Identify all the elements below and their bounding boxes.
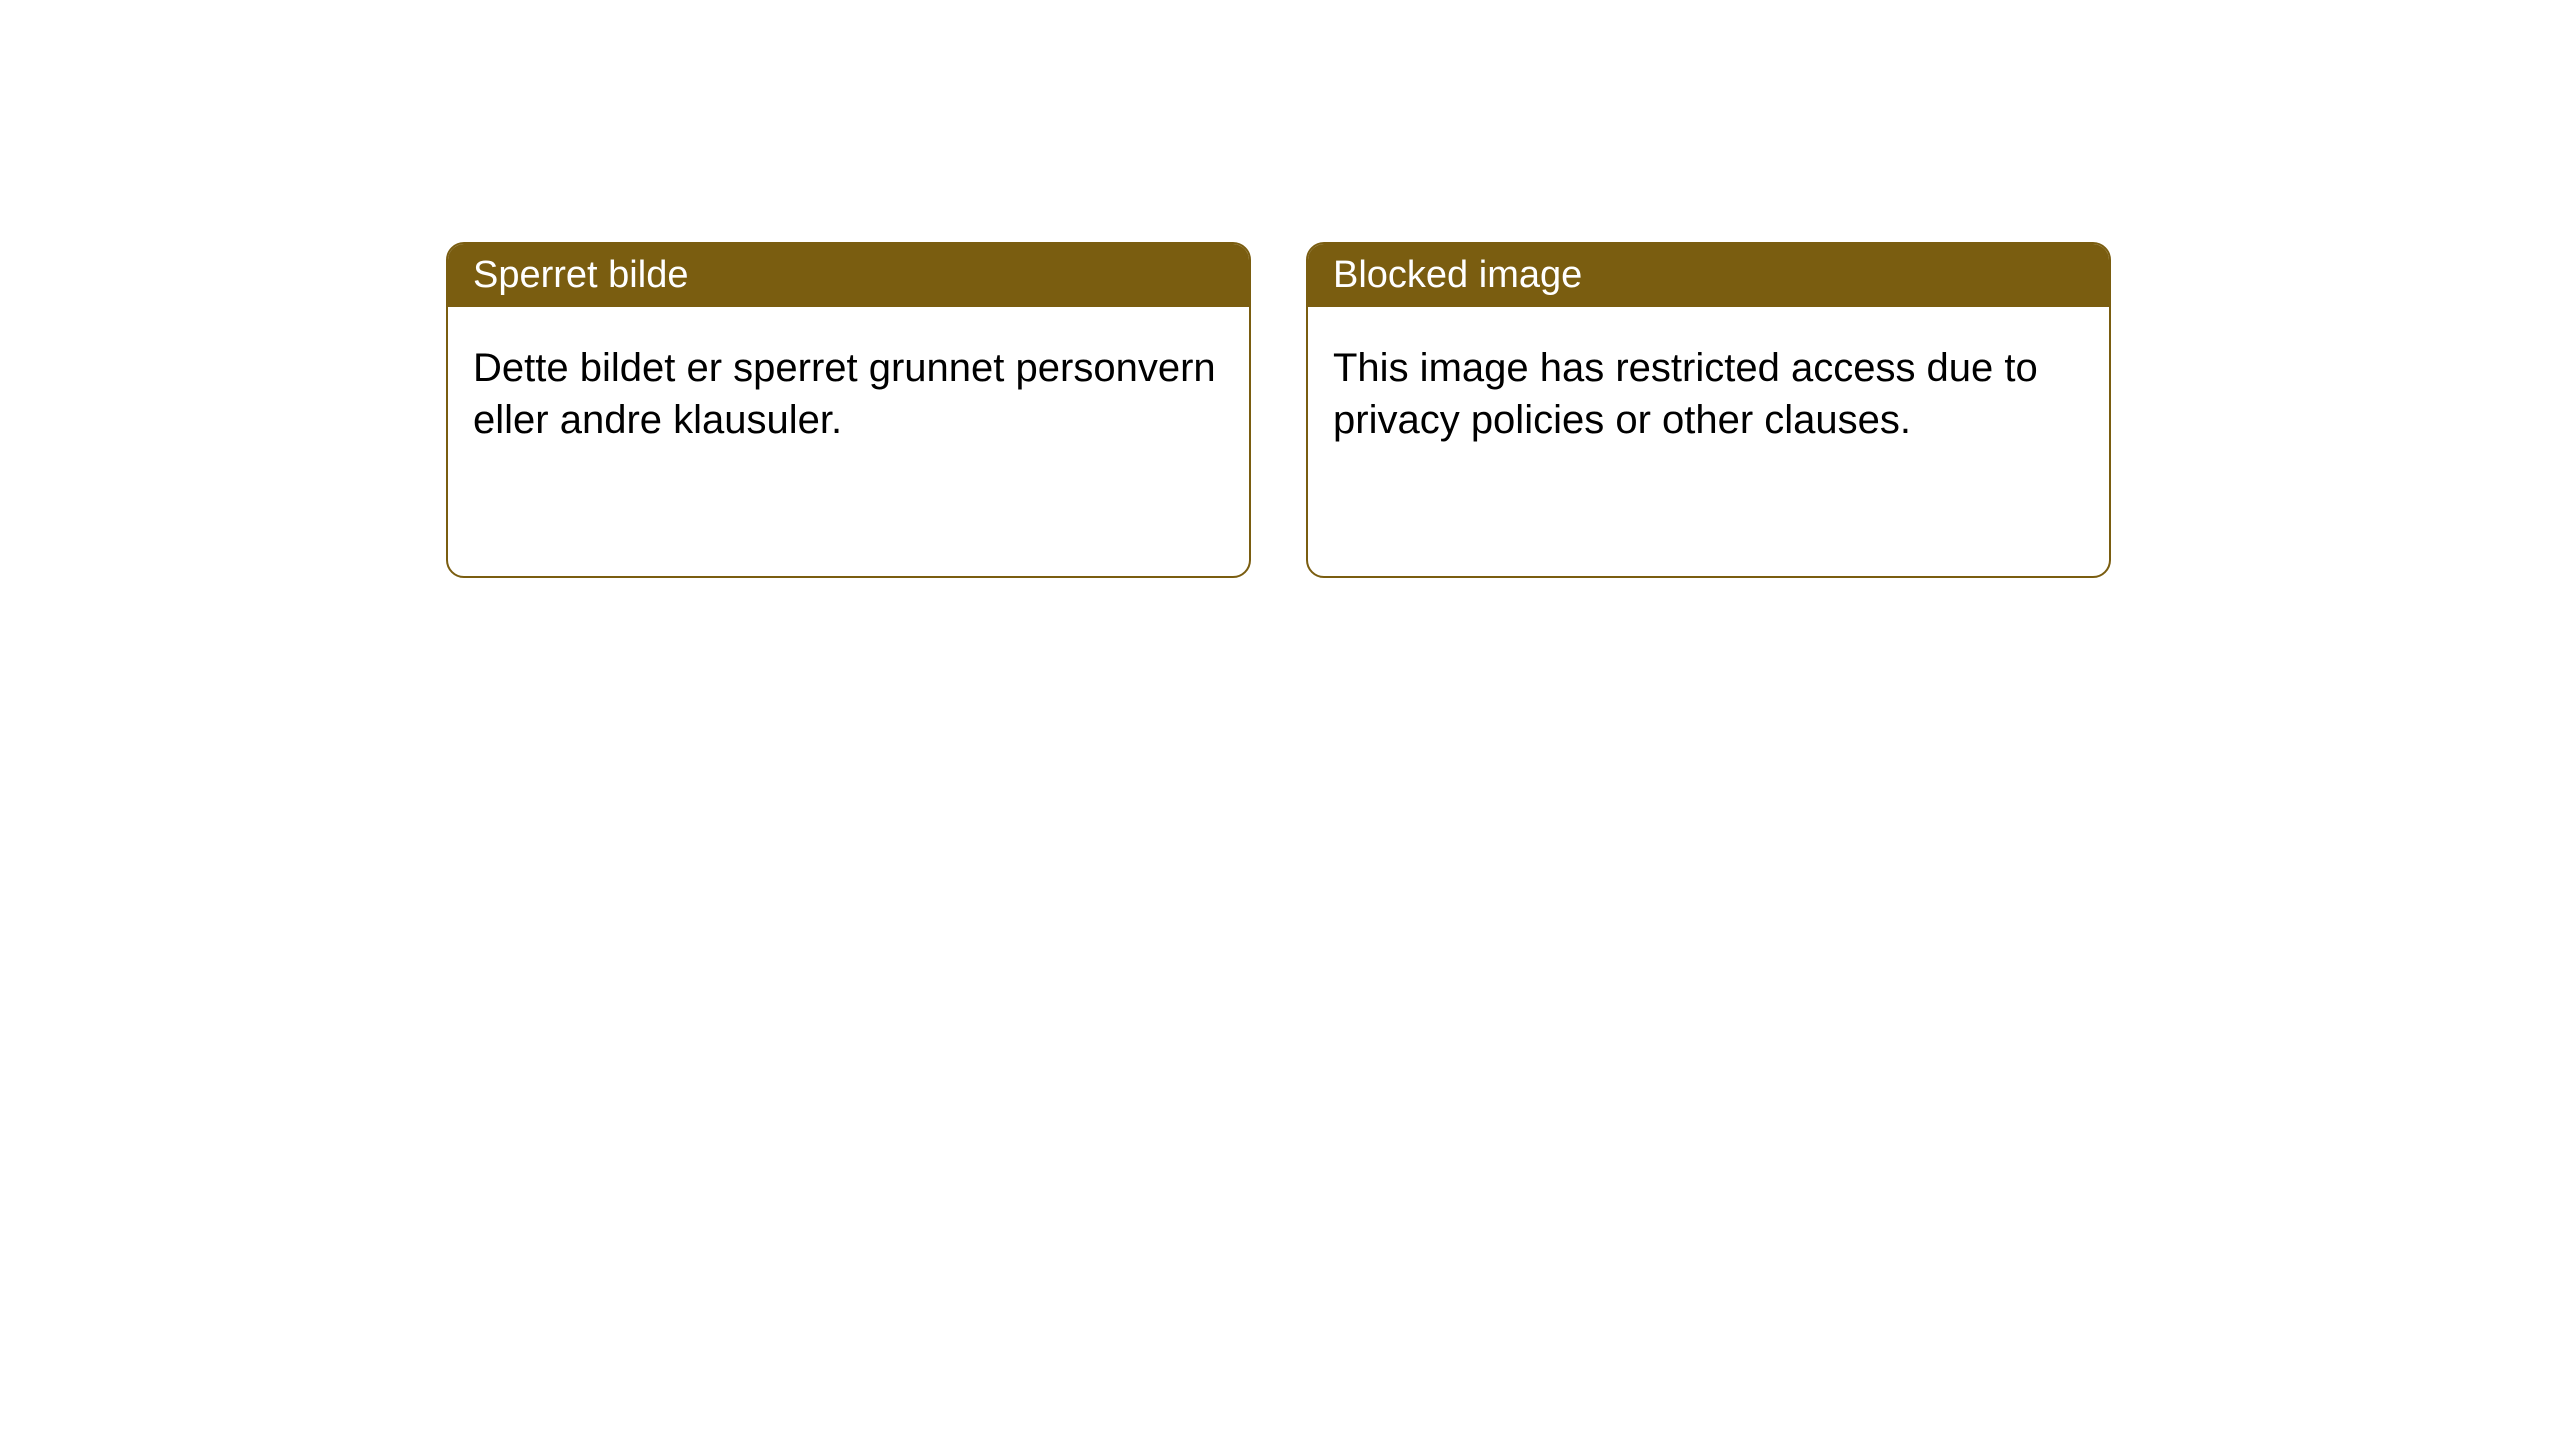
card-title: Sperret bilde	[473, 254, 688, 296]
notice-card-english: Blocked image This image has restricted …	[1306, 242, 2111, 578]
card-body: Dette bildet er sperret grunnet personve…	[448, 307, 1249, 481]
card-body: This image has restricted access due to …	[1308, 307, 2109, 481]
card-message: This image has restricted access due to …	[1333, 346, 2038, 442]
card-header: Blocked image	[1308, 244, 2109, 307]
card-message: Dette bildet er sperret grunnet personve…	[473, 346, 1216, 442]
card-title: Blocked image	[1333, 254, 1582, 296]
notice-cards-container: Sperret bilde Dette bildet er sperret gr…	[446, 242, 2111, 578]
notice-card-norwegian: Sperret bilde Dette bildet er sperret gr…	[446, 242, 1251, 578]
card-header: Sperret bilde	[448, 244, 1249, 307]
